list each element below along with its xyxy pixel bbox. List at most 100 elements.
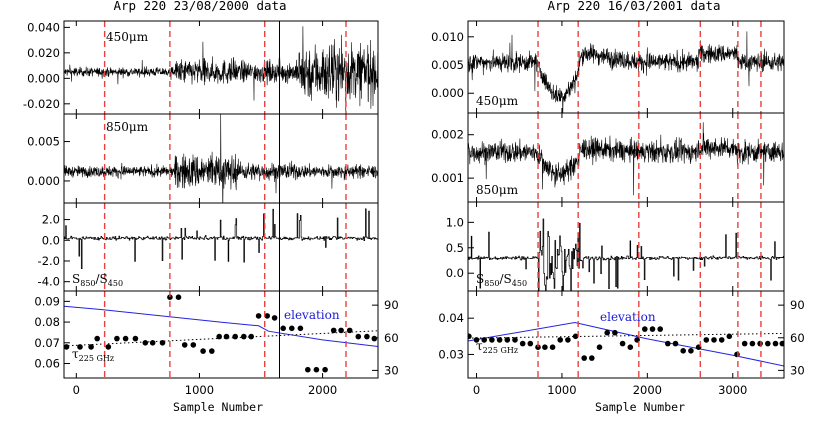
tau-point [557,337,563,343]
y-tick-label: 0.06 [34,357,60,371]
tau-point [94,335,100,342]
left-chart-title: Arp 220 23/08/2000 data [113,0,286,13]
tau-point [88,344,94,350]
right-tick-label: 90 [790,298,805,312]
y-tick-label: 0.07 [34,336,60,350]
tau-point [241,333,247,340]
right-chart-title: Arp 220 16/03/2001 data [547,0,720,13]
tau-point [711,337,717,343]
y-tick-label: 0.0 [446,266,464,280]
y-tick-label: 0.09 [34,294,60,308]
right-tick-label: 30 [384,363,399,377]
y-tick-label: 0.040 [27,20,60,34]
tau-point [355,333,362,340]
left-x-axis-label: Sample Number [173,400,263,414]
tau-point [64,344,70,350]
tau-point [657,326,663,332]
x-tick-label: 1000 [547,383,576,397]
right-tick-label: 90 [384,298,399,312]
tau-point [765,340,771,347]
y-tick-label: 0.020 [27,46,60,60]
panel-450: 0.010 0.005 0.000 450μm [431,20,785,114]
tau-point [313,366,320,373]
tau-point [216,333,222,340]
panel-label-450: 450μm [476,94,519,108]
right-tick-label: 60 [790,331,805,345]
tau-point [772,340,779,347]
trace-850 [468,122,784,196]
tau-point [612,329,618,336]
elevation-label: elevation [284,308,340,322]
trace-ratio [468,218,784,291]
tau-point [114,335,120,342]
tau-point [167,294,173,301]
tau-point [142,340,149,346]
panel-label-tau: τ225 GHz [476,339,518,355]
x-tick-label: 0 [73,383,80,397]
right-x-axis-label: Sample Number [595,400,685,414]
x-tick-label: 2000 [633,383,662,397]
y-tick-label: 0.005 [431,58,464,72]
tau-point [330,327,337,334]
trace-450 [64,26,378,114]
tau-point [680,348,686,354]
panel-frame [63,290,379,379]
tau-point [542,344,548,351]
y-tick-label: -2.0 [38,254,60,268]
tau-point [604,329,610,336]
tau-point [589,355,595,361]
tau-point [255,313,262,319]
y-tick-label: 0.001 [431,171,464,185]
tau-point [190,342,197,348]
tau-point [527,340,534,347]
tau-point [504,337,511,343]
chart-0: 0.040 0.020 0.000 -0.020 450μm 0.005 0.000 850μ… [23,20,399,397]
y-tick-label: -4.0 [38,275,60,289]
tau-point [232,333,238,340]
tau-point [159,340,166,346]
panel-tau: 90 60 30 elevation 0.04 0.03 τ225 GHz [438,290,805,379]
x-tick-label: 3000 [718,383,747,397]
tau-point [703,337,710,343]
tau-point [565,337,571,343]
panel-ratio: 2.0 0.0 -2.0 -4.0 S850/S450 [38,202,379,292]
x-tick-label: 0 [473,383,480,397]
tau-point [364,333,370,340]
tau-point [734,351,740,358]
tau-point [757,340,763,347]
panel-label-850: 850μm [476,183,519,197]
tau-fit-line [468,332,784,339]
panel-frame [63,202,379,292]
y-tick-label: -0.020 [23,97,60,111]
panel-tau: 90 60 30 elevation 0.09 0.08 0.07 0.06 τ225 GHz [34,290,399,379]
tau-point [688,348,694,354]
panel-850: 0.005 0.000 850μm [27,113,379,204]
y-tick-label: 1.0 [446,215,464,229]
panel-label-tau: τ225 GHz [72,347,114,363]
y-tick-label: 0.03 [438,347,464,361]
tau-point [535,344,541,351]
tau-point [665,340,671,347]
y-tick-label: 0.010 [431,30,464,44]
panel-label-ratio: S850/S450 [476,272,527,288]
y-tick-label: 0.002 [431,128,464,142]
y-tick-label: 0.0 [42,233,60,247]
y-tick-label: 0.005 [27,135,60,149]
tau-point [122,335,129,342]
tau-point [149,340,156,346]
tau-point [305,366,311,373]
y-tick-label: 0.000 [431,86,464,100]
panel-850: 0.002 0.001 850μm [431,112,785,203]
elevation-line [64,305,378,347]
tau-point [371,335,378,342]
panel-ratio: 1.0 0.5 0.0 S850/S450 [446,201,785,292]
tau-point [718,337,725,343]
tau-point [346,327,353,334]
y-tick-label: 0.08 [34,315,60,329]
tau-point [209,348,215,354]
tau-point [549,344,556,351]
panel-450: 0.040 0.020 0.000 -0.020 450μm [23,20,379,115]
tau-point [481,337,488,343]
chart-1: 0.010 0.005 0.000 450μm 0.002 0.001 850μm 1.0 0.… [431,20,805,397]
